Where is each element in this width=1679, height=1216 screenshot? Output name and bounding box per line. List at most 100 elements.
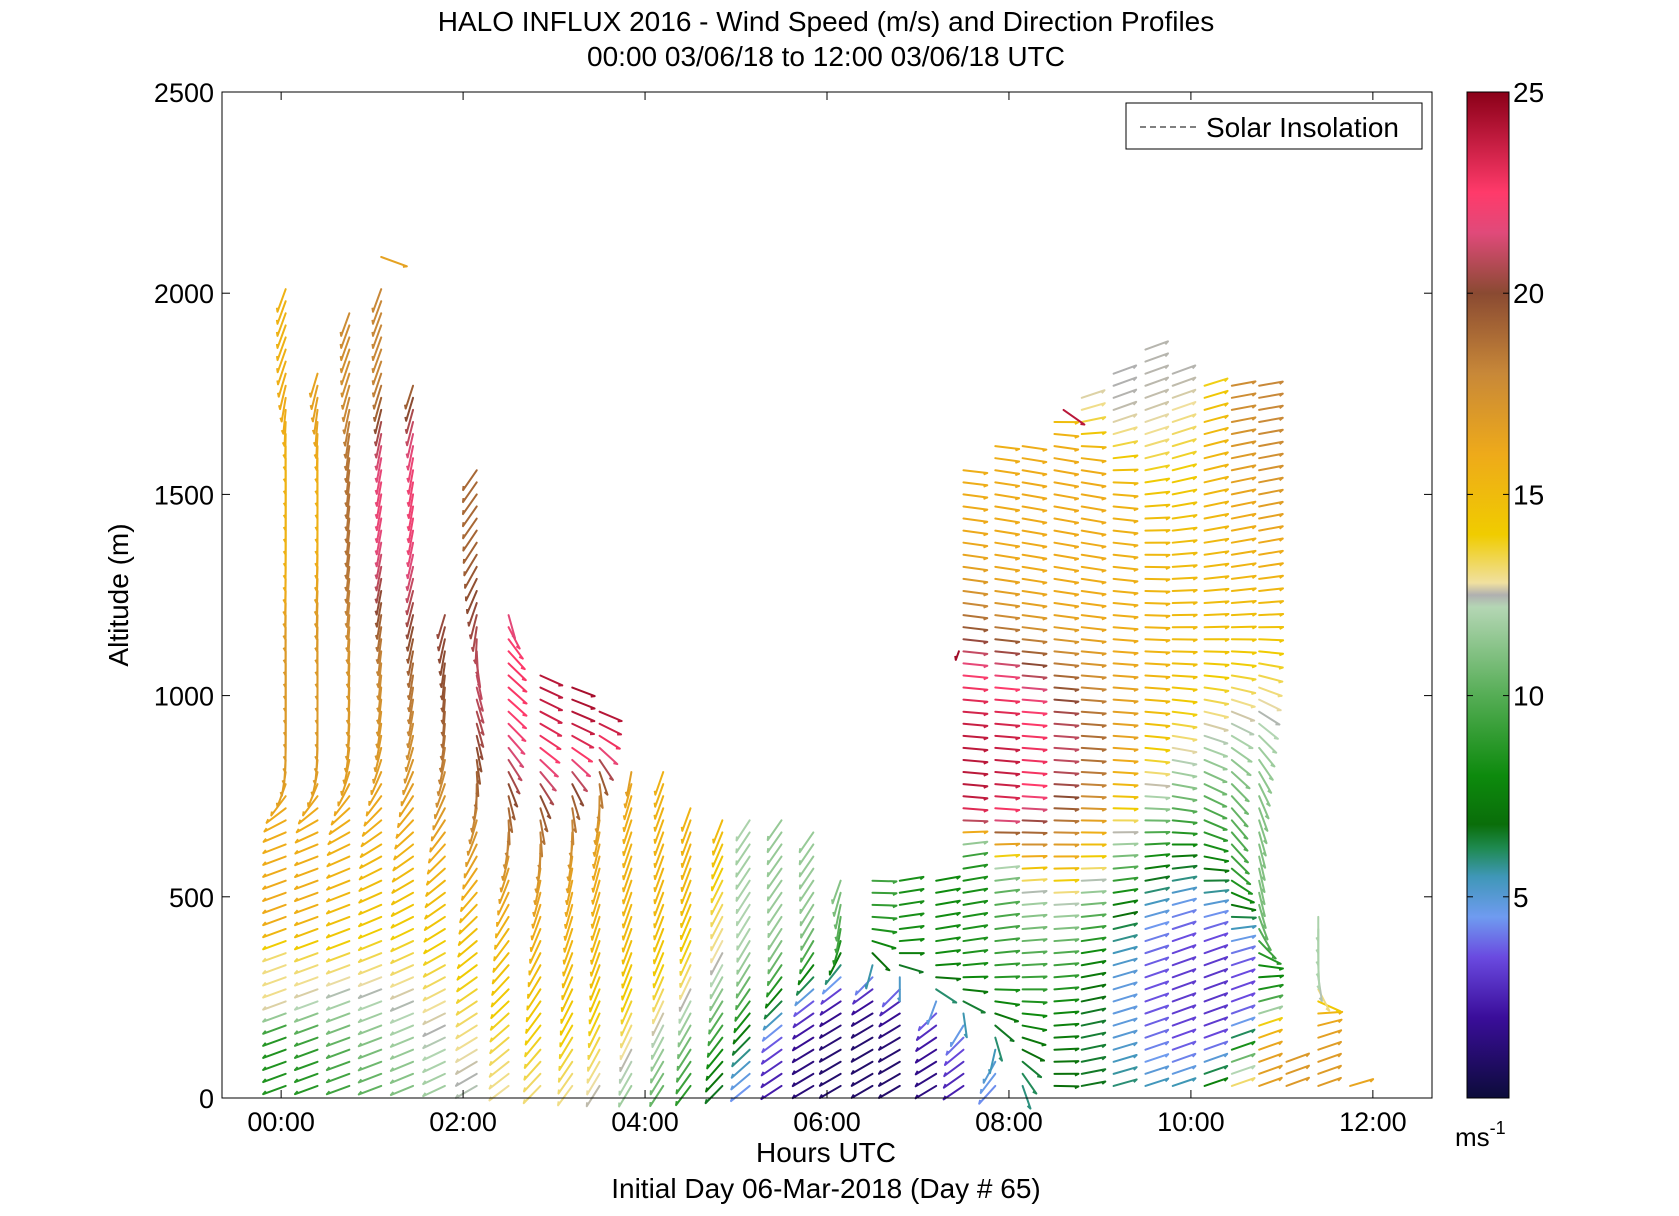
wind-vector-head [422,1092,427,1097]
wind-vector [994,638,1021,645]
wind-vector-shaft [1230,915,1257,919]
wind-vector-head [1101,1031,1106,1037]
wind-vector-head [405,441,409,446]
wind-vector [1230,574,1257,580]
wind-vector-shaft [622,843,633,869]
wind-vector-shaft [994,758,1021,764]
wind-vector-head [343,767,348,773]
wind-vector-head [680,874,684,880]
wind-vector-head [1164,376,1169,382]
wind-vector-shaft [735,843,751,866]
wind-vector-head [391,888,396,894]
wind-vector-shaft [898,964,924,974]
wind-vector-head [326,1042,331,1047]
wind-vector [405,614,415,640]
wind-vector-shaft [533,891,542,917]
wind-vector-head [1101,617,1106,621]
wind-vector-head [653,838,657,844]
wind-vector-shaft [475,722,485,748]
wind-vector-shaft [1258,974,1285,979]
wind-vector [994,614,1021,621]
wind-vector-shaft [799,903,815,927]
wind-vector-head [1133,454,1139,459]
wind-vector-head [1042,1028,1047,1033]
wind-vector-head [1101,593,1106,597]
wind-vector-head [522,713,527,717]
wind-vector-shaft [1258,440,1284,448]
wind-vector-head [275,802,279,807]
wind-vector-shaft [1230,710,1256,722]
wind-vector-shaft [598,734,621,750]
wind-vector-shaft [1203,488,1229,496]
wind-vector-head [1278,652,1284,657]
wind-vector-head [1015,688,1020,693]
wind-vector-shaft [1258,746,1276,768]
wind-vector [962,949,989,955]
wind-vector-shaft [1080,686,1107,691]
wind-vector [878,1036,901,1051]
wind-vector-shaft [345,541,351,568]
wind-vector [1258,574,1284,580]
wind-vector-shaft [1203,550,1230,556]
wind-vector [463,855,478,879]
wind-vector-head [1243,824,1248,828]
wind-vector-shaft [1021,553,1048,560]
wind-vector [423,915,446,932]
wind-vector [343,433,351,459]
wind-vector-shaft [994,937,1021,943]
wind-vector [406,638,415,664]
wind-vector-shaft [1258,855,1266,881]
wind-vector [705,1060,724,1081]
wind-vector-head [262,885,267,890]
wind-vector-head [1224,899,1229,904]
wind-vector-shaft [1080,614,1107,619]
wind-vector-shaft [678,1000,692,1024]
wind-vector [1144,1016,1170,1027]
wind-vector [1053,819,1080,824]
wind-vector-head [390,1067,395,1072]
wind-vector [340,384,351,410]
wind-vector [1080,843,1107,848]
wind-vector-head [1015,831,1020,836]
wind-vector-shaft [539,819,546,845]
wind-vector [914,1072,938,1088]
wind-vector-shaft [994,975,1021,979]
wind-vector [406,650,415,676]
wind-vector [1144,722,1171,729]
wind-vector-head [294,897,299,902]
wind-vector-shaft [523,1072,542,1093]
wind-vector [591,855,601,881]
wind-vector-shaft [1171,364,1197,375]
wind-vector-head [1074,605,1079,609]
wind-vector [1053,686,1080,693]
wind-vector-head [854,990,858,995]
wind-vector-shaft [1230,1077,1256,1087]
wind-vector-head [1074,938,1079,943]
wind-vector-head [1165,819,1170,824]
wind-vector-head [983,736,988,741]
wind-vector-shaft [1080,431,1107,436]
wind-vector-head [308,392,312,397]
wind-vector-head [455,1022,460,1027]
wind-vector-head [1015,989,1020,993]
wind-vector-shaft [623,795,633,821]
wind-vector-head [792,1046,796,1051]
wind-vector [1171,1016,1197,1027]
wind-vector-head [1224,451,1229,456]
wind-vector-shaft [1203,451,1229,460]
wind-vector-shaft [262,1060,287,1071]
wind-vector-head [734,1016,737,1021]
wind-vector-head [297,819,302,824]
wind-vector-head [479,719,485,724]
wind-vector [507,662,527,682]
wind-vector [1258,1064,1283,1075]
wind-vector [374,589,383,616]
wind-vector-shaft [375,589,383,616]
wind-vector-head [371,331,374,337]
wind-vector-shaft [650,1048,665,1072]
wind-vector-shaft [587,1036,601,1060]
wind-vector-shaft [1112,577,1139,583]
wind-vector-head [490,1013,494,1019]
wind-vector-head [488,1072,493,1078]
wind-vector-shaft [341,372,351,398]
